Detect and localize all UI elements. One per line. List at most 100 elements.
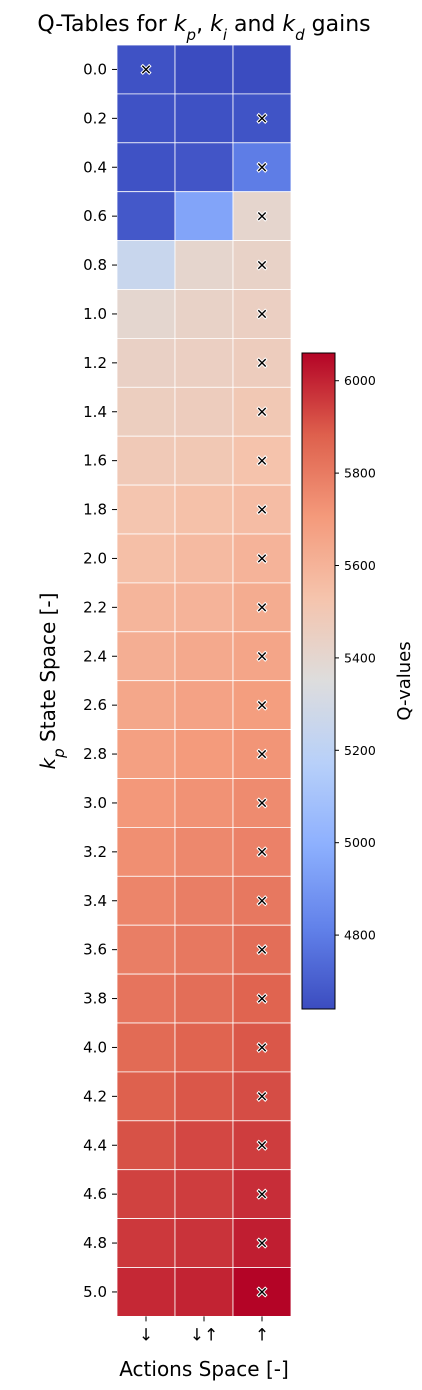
title-k: k	[174, 12, 188, 37]
heatmap-cell	[116, 1267, 176, 1317]
heatmap-cell	[116, 729, 176, 779]
heatmap-cell	[174, 973, 234, 1024]
marker-x	[257, 260, 267, 270]
heatmap-cell	[174, 1267, 234, 1317]
heatmap-cell	[116, 435, 176, 486]
marker-x	[257, 211, 267, 221]
heatmap-cell	[174, 680, 234, 731]
y-tick-label: 4.8	[83, 1234, 107, 1252]
chart-title: Q-Tables for kp, ki and kd gains	[37, 12, 370, 44]
colorbar-tick-label: 6000	[344, 373, 376, 388]
title-text: gains	[305, 12, 371, 37]
heatmap-cell	[116, 1022, 176, 1073]
x-axis-label: Actions Space [-]	[119, 1357, 289, 1381]
heatmap-cell	[116, 778, 176, 828]
heatmap-cells	[116, 44, 292, 1317]
heatmap-cell	[116, 680, 176, 731]
y-tick-label: 5.0	[83, 1283, 107, 1301]
heatmap-cell	[116, 973, 176, 1024]
colorbar	[301, 352, 336, 1010]
y-tick-label: 3.6	[83, 941, 107, 959]
heatmap-cell	[116, 337, 176, 388]
heatmap-cell	[174, 191, 234, 241]
marker-x	[257, 309, 267, 319]
y-tick-label: 4.2	[83, 1087, 107, 1105]
heatmap-cell	[174, 1218, 234, 1268]
heatmap-cell	[174, 337, 234, 388]
heatmap-cell	[116, 827, 176, 877]
marker-x	[257, 1043, 267, 1052]
y-tick-label: 1.2	[83, 354, 107, 372]
y-tick-label: 3.0	[83, 794, 107, 812]
marker-x	[257, 798, 267, 808]
colorbar-label: Q-values	[394, 641, 415, 720]
colorbar-ticks: 4800 5000 5200 5400 5600 5800 6000	[335, 373, 376, 943]
marker-x	[141, 65, 151, 74]
title-text: and	[227, 12, 282, 37]
y-tick-label: 3.8	[83, 990, 107, 1008]
colorbar-tick-label: 5800	[344, 466, 376, 481]
heatmap-cell	[174, 435, 234, 486]
y-tick-label: 0.0	[83, 60, 107, 78]
marker-x	[257, 1287, 267, 1297]
y-tick-label: 3.4	[83, 892, 107, 910]
y-tick-label: 0.8	[83, 256, 107, 274]
heatmap-cell	[116, 631, 176, 682]
y-tick-label: 1.0	[83, 305, 107, 323]
marker-x	[257, 1092, 267, 1101]
heatmap-cell	[174, 142, 234, 193]
title-sub-d: d	[295, 26, 305, 44]
x-axis: ↓ ↓↑ ↑	[139, 1316, 269, 1345]
marker-x	[257, 1141, 267, 1150]
heatmap-cell	[116, 582, 176, 633]
heatmap-cell	[174, 582, 234, 633]
heatmap-cell	[116, 240, 176, 290]
x-tick-label: ↓	[139, 1325, 153, 1345]
ylabel-sub-p: p	[50, 748, 68, 759]
heatmap-cell	[174, 827, 234, 877]
y-tick-label: 2.4	[83, 647, 107, 665]
colorbar-tick-label: 5600	[344, 558, 376, 573]
heatmap-cell	[174, 386, 234, 437]
heatmap-cell	[116, 1071, 176, 1122]
marker-x	[257, 407, 267, 416]
colorbar-tick-label: 5400	[344, 650, 376, 665]
heatmap-cell	[116, 1218, 176, 1268]
y-tick-label: 0.4	[83, 158, 107, 176]
heatmap-cell	[174, 875, 234, 926]
marker-x	[257, 847, 267, 857]
heatmap-cell	[174, 1022, 234, 1073]
heatmap-cell	[174, 484, 234, 535]
title-sub-i: i	[223, 26, 228, 44]
heatmap-cell	[232, 44, 292, 95]
y-tick-label: 0.2	[83, 109, 107, 127]
heatmap-cell	[116, 142, 176, 193]
y-tick-label: 1.4	[83, 403, 107, 421]
best-action-markers	[140, 63, 268, 1298]
y-tick-label: 4.0	[83, 1038, 107, 1056]
y-tick-label: 4.6	[83, 1185, 107, 1203]
x-tick-label: ↓↑	[190, 1325, 219, 1345]
y-tick-label: 3.2	[83, 843, 107, 861]
ylabel-text: State Space [-]	[36, 593, 60, 749]
heatmap-cell	[116, 289, 176, 339]
heatmap-cell	[174, 778, 234, 828]
heatmap-cell	[116, 386, 176, 437]
heatmap-cell	[116, 93, 176, 144]
heatmap-cell	[116, 1120, 176, 1171]
y-tick-label: 2.6	[83, 696, 107, 714]
heatmap-cell	[174, 93, 234, 144]
heatmap-cell	[174, 533, 234, 584]
marker-x	[257, 114, 267, 123]
marker-x	[257, 603, 267, 612]
heatmap-cell	[116, 533, 176, 584]
ylabel-k: k	[36, 756, 60, 769]
heatmap-cell	[116, 191, 176, 241]
x-tick-label: ↑	[255, 1325, 269, 1345]
heatmap-cell	[174, 1120, 234, 1171]
y-tick-label: 2.8	[83, 745, 107, 763]
y-tick-label: 2.0	[83, 549, 107, 567]
y-tick-label: 4.4	[83, 1136, 107, 1154]
